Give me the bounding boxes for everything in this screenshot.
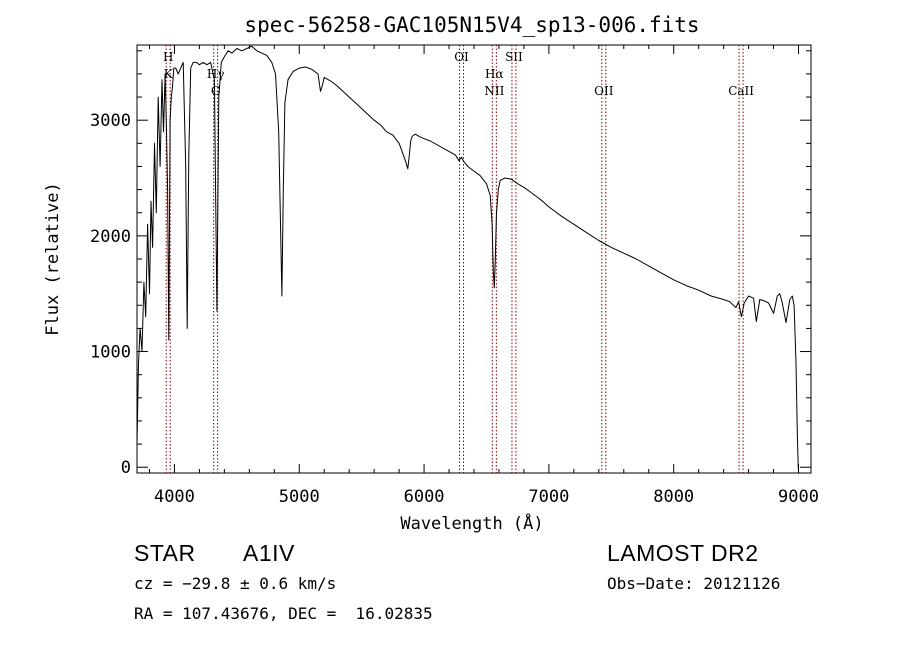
- spectral-lines: HK Hγ G OI Hα NII SII OII CaII: [163, 45, 754, 473]
- spectral-line-label: OII: [594, 84, 614, 98]
- redshift-velocity: cz = −29.8 ± 0.6 km/s: [134, 574, 337, 593]
- axis-ticks: 4000 5000 6000 7000 8000 9000 0 1000 2000 3000: [90, 45, 819, 507]
- y-tick-label: 0: [121, 458, 131, 478]
- spectral-line-label-secondary: K: [164, 67, 174, 81]
- object-class: STAR: [134, 540, 196, 566]
- x-tick-label: 4000: [154, 487, 195, 507]
- spectral-line-label: OI: [454, 50, 469, 64]
- chart-title: spec-56258-GAC105N15V4_sp13-006.fits: [244, 13, 699, 37]
- spectral-line-label-secondary: NII: [484, 84, 504, 98]
- spectral-line-label-secondary: G: [211, 84, 221, 98]
- x-tick-label: 5000: [279, 487, 320, 507]
- coordinates: RA = 107.43676, DEC = 16.02835: [134, 604, 433, 623]
- x-tick-label: 7000: [528, 487, 569, 507]
- x-axis-label: Wavelength (Å): [400, 512, 543, 534]
- observation-date: Obs−Date: 20121126: [607, 574, 781, 593]
- y-tick-label: 2000: [90, 227, 131, 247]
- spectrum-line: [136, 45, 799, 470]
- x-tick-label: 6000: [404, 487, 445, 507]
- plot-frame: [136, 44, 812, 474]
- spectral-line-label: Hγ: [207, 67, 225, 81]
- spectrum-series: [136, 45, 799, 470]
- object-subclass: A1IV: [243, 540, 295, 566]
- spectral-line-label: SII: [505, 50, 523, 64]
- spectral-line-label: H: [163, 50, 173, 64]
- y-tick-label: 1000: [90, 343, 131, 363]
- x-tick-label: 8000: [653, 487, 694, 507]
- survey-name: LAMOST DR2: [607, 540, 759, 566]
- spectral-line-label: CaII: [728, 84, 754, 98]
- y-tick-label: 3000: [90, 111, 131, 131]
- spectral-line-label: Hα: [485, 67, 504, 81]
- x-tick-label: 9000: [778, 487, 819, 507]
- y-axis-label: Flux (relative): [43, 182, 63, 336]
